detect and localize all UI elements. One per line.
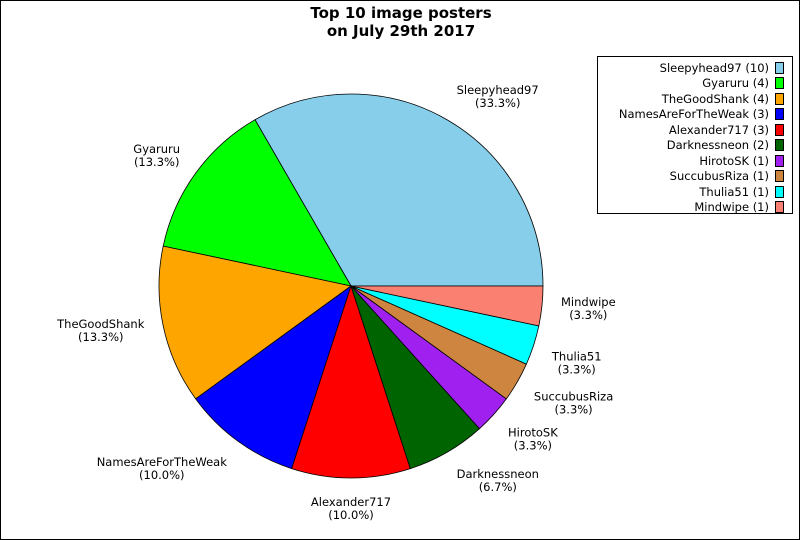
slice-label-thegoodshank: TheGoodShank (13.3%) [56, 317, 145, 344]
legend-item-sleepyhead97: Sleepyhead97 (10) [598, 60, 784, 76]
pie-slice-sleepyhead97 [254, 93, 544, 287]
slice-label-gyaruru: Gyaruru (13.3%) [133, 142, 180, 169]
legend-item-hirotosk: HirotoSK (1) [598, 153, 784, 169]
chart-title-line-2: on July 29th 2017 [326, 22, 476, 40]
pie-slice-gyaruru [162, 119, 352, 287]
legend-label: TheGoodShank (4) [661, 91, 769, 106]
legend-item-mindwipe: Mindwipe (1) [598, 200, 784, 216]
legend-item-succubusriza: SuccubusRiza (1) [598, 169, 784, 185]
legend-swatch [775, 77, 784, 90]
slice-label-hirotosk: HirotoSK (3.3%) [508, 425, 558, 452]
legend-label: NamesAreForTheWeak (3) [618, 107, 769, 122]
legend-label: Darknessneon (2) [666, 138, 769, 153]
legend-swatch [775, 201, 784, 214]
slice-label-succubusriza: SuccubusRiza (3.3%) [534, 390, 613, 417]
legend-swatch [775, 170, 784, 183]
legend-item-thulia51: Thulia51 (1) [598, 184, 784, 200]
pie-slice-namesarefortheweak [195, 284, 352, 470]
legend-item-thegoodshank: TheGoodShank (4) [598, 91, 784, 107]
legend-swatch [775, 92, 784, 105]
legend-label: HirotoSK (1) [699, 153, 769, 168]
slice-label-alexander717: Alexander717 (10.0%) [311, 495, 391, 522]
legend-swatch [775, 139, 784, 152]
pie-slice-alexander717 [291, 284, 411, 479]
legend-item-namesarefortheweak: NamesAreForTheWeak (3) [598, 107, 784, 123]
slice-label-mindwipe: Mindwipe (3.3%) [561, 295, 616, 322]
legend-label: SuccubusRiza (1) [669, 169, 769, 184]
legend-label: Mindwipe (1) [694, 200, 769, 215]
legend-swatch [775, 108, 784, 121]
legend-swatch [775, 185, 784, 198]
slice-label-thulia51: Thulia51 (3.3%) [551, 349, 602, 376]
pie-slice-thegoodshank [158, 245, 352, 400]
legend: Sleepyhead97 (10) Gyaruru (4) TheGoodShank… [597, 56, 793, 214]
legend-swatch [775, 123, 784, 136]
legend-label: Alexander717 (3) [668, 122, 769, 137]
legend-label: Sleepyhead97 (10) [659, 60, 769, 75]
slice-label-darknessneon: Darknessneon (6.7%) [457, 467, 539, 494]
chart-title-line-1: Top 10 image posters [310, 4, 492, 22]
slice-label-namesarefortheweak: NamesAreForTheWeak (10.0%) [97, 455, 228, 482]
legend-swatch [775, 61, 784, 74]
legend-item-alexander717: Alexander717 (3) [598, 122, 784, 138]
legend-label: Thulia51 (1) [699, 184, 769, 199]
slice-label-sleepyhead97: Sleepyhead97 (33.3%) [457, 83, 539, 110]
legend-label: Gyaruru (4) [702, 76, 769, 91]
legend-swatch [775, 154, 784, 167]
legend-item-darknessneon: Darknessneon (2) [598, 138, 784, 154]
pie-slice-mindwipe [350, 285, 544, 327]
legend-item-gyaruru: Gyaruru (4) [598, 76, 784, 92]
